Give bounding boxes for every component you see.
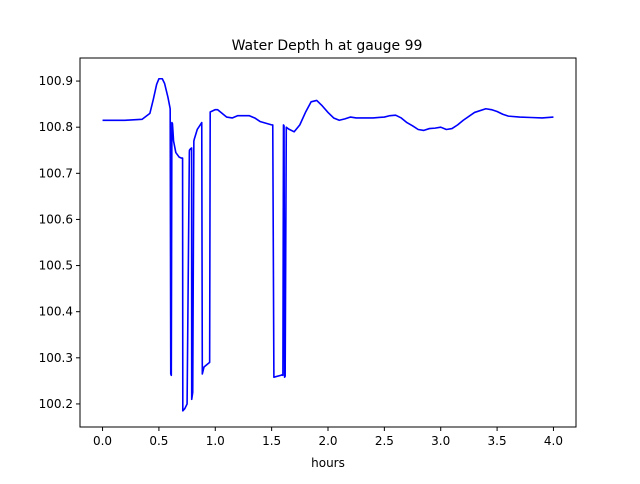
chart-title: Water Depth h at gauge 99 <box>232 38 423 54</box>
y-tick-label: 100.4 <box>39 305 73 319</box>
x-tick-label: 4.0 <box>544 434 563 448</box>
x-tick-label: 2.5 <box>375 434 394 448</box>
series-line-0 <box>102 77 554 412</box>
y-tick-label: 100.8 <box>39 120 73 134</box>
x-tick-label: 1.0 <box>206 434 225 448</box>
y-tick-label: 100.7 <box>39 166 73 180</box>
axis-ticks: 0.0 0.5 1.0 1.5 2.0 2.5 3.0 3.5 4.0 100.2 100.3 100… <box>39 74 563 448</box>
y-tick-label: 100.3 <box>39 351 73 365</box>
x-tick-label: 0.0 <box>93 434 112 448</box>
y-tick-label: 100.5 <box>39 259 73 273</box>
x-axis-label: hours <box>311 456 345 470</box>
plot-area-frame <box>79 57 577 428</box>
y-tick-label: 100.9 <box>39 74 73 88</box>
x-tick-label: 0.5 <box>149 434 168 448</box>
x-tick-label: 1.5 <box>262 434 281 448</box>
y-tick-label: 100.2 <box>39 397 73 411</box>
series-layer <box>102 77 554 412</box>
y-tick-label: 100.6 <box>39 212 73 226</box>
x-tick-label: 3.5 <box>488 434 507 448</box>
x-tick-label: 2.0 <box>318 434 337 448</box>
x-tick-label: 3.0 <box>431 434 450 448</box>
